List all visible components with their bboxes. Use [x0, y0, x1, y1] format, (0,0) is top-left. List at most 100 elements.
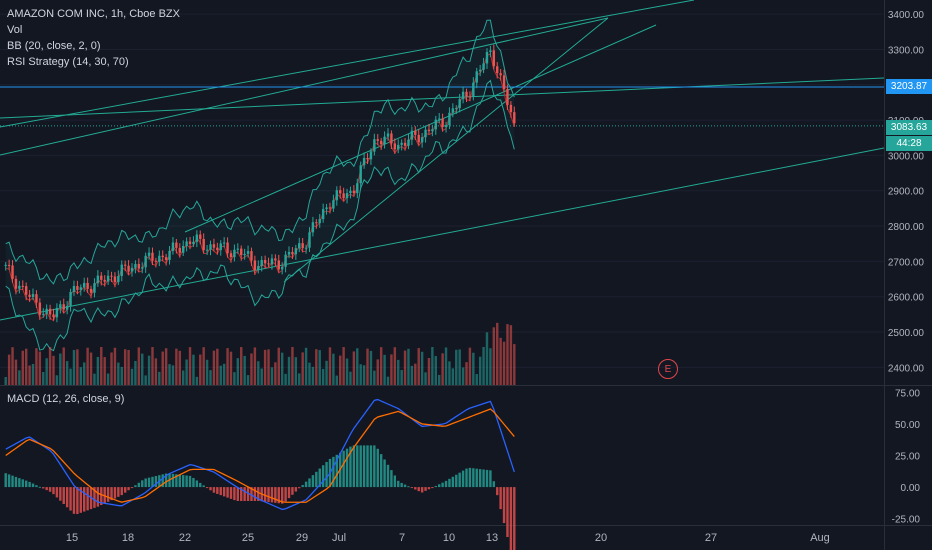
volume-bar: [267, 349, 269, 385]
histogram-bar: [476, 469, 478, 487]
histogram-bar: [45, 487, 47, 490]
histogram-bar: [353, 445, 355, 487]
histogram-bar: [25, 481, 27, 488]
volume-bar: [165, 348, 167, 385]
candle-body: [107, 276, 109, 282]
volume-bar: [66, 361, 68, 385]
volume-bar: [503, 342, 505, 385]
histogram-bar: [39, 487, 41, 488]
histogram-bar: [479, 469, 481, 487]
volume-bar: [322, 369, 324, 385]
histogram-bar: [121, 487, 123, 495]
candle-body: [428, 130, 430, 131]
candle-body: [117, 276, 119, 282]
volume-bar: [370, 351, 372, 385]
candle-body: [431, 129, 433, 131]
candle-body: [25, 286, 27, 295]
candle-body: [295, 248, 297, 254]
volume-bar: [390, 354, 392, 385]
volume-bar: [356, 348, 358, 385]
time-tick-label: 25: [242, 532, 254, 544]
volume-bar: [25, 349, 27, 385]
candle-body: [319, 219, 321, 223]
histogram-bar: [172, 474, 174, 487]
volume-bar: [435, 356, 437, 385]
histogram-bar: [8, 474, 10, 487]
volume-bar: [144, 375, 146, 385]
volume-bar: [127, 350, 129, 385]
histogram-bar: [322, 465, 324, 487]
volume-bar: [305, 348, 307, 385]
histogram-bar: [124, 487, 126, 493]
earnings-marker[interactable]: E: [658, 359, 678, 379]
histogram-bar: [496, 487, 498, 495]
candle-body: [383, 137, 385, 145]
macd-histogram: [5, 445, 516, 550]
candle-body: [435, 120, 437, 130]
candle-body: [247, 251, 249, 254]
candle-body: [448, 113, 450, 125]
candle-body: [202, 239, 204, 250]
volume-bar: [213, 351, 215, 385]
histogram-bar: [414, 487, 416, 489]
candle-body: [482, 63, 484, 69]
volume-bar: [448, 361, 450, 385]
candle-body: [18, 286, 20, 289]
rsi-label[interactable]: RSI Strategy (14, 30, 70): [7, 54, 180, 70]
candle-body: [510, 105, 512, 112]
histogram-bar: [32, 484, 34, 488]
volume-bar: [134, 361, 136, 385]
volume-bar: [349, 372, 351, 385]
histogram-bar: [267, 487, 269, 502]
histogram-bar: [305, 482, 307, 487]
candle-body: [69, 292, 71, 306]
volume-bar: [465, 362, 467, 385]
candle-body: [332, 200, 334, 208]
histogram-bar: [52, 487, 54, 494]
histogram-bar: [383, 459, 385, 487]
volume-bar: [261, 368, 263, 385]
histogram-bar: [377, 449, 379, 487]
candle-body: [493, 50, 495, 66]
price-tick-label: 2700.00: [888, 257, 925, 268]
volume-bar: [455, 350, 457, 385]
volume-bar: [93, 374, 95, 385]
histogram-bar: [431, 487, 433, 488]
volume-bar: [472, 353, 474, 385]
candle-body: [237, 249, 239, 250]
candle-body: [250, 251, 252, 260]
candle-body: [380, 141, 382, 144]
histogram-bar: [489, 470, 491, 487]
histogram-bar: [49, 487, 51, 492]
candle-body: [363, 158, 365, 165]
candle-body: [257, 266, 259, 270]
macd-tick-label: -25.00: [892, 515, 921, 526]
volume-bar: [284, 374, 286, 385]
volume-bar: [49, 347, 51, 385]
histogram-bar: [230, 487, 232, 499]
macd-label[interactable]: MACD (12, 26, close, 9): [7, 393, 124, 405]
candle-body: [291, 252, 293, 254]
candle-body: [175, 243, 177, 248]
bb-label[interactable]: BB (20, close, 2, 0): [7, 38, 180, 54]
histogram-bar: [42, 487, 44, 488]
histogram-bar: [192, 478, 194, 487]
candle-body: [349, 191, 351, 193]
volume-bar: [281, 353, 283, 385]
candle-body: [226, 243, 228, 254]
histogram-bar: [325, 462, 327, 487]
volume-bar: [278, 348, 280, 385]
candle-body: [206, 250, 208, 251]
symbol-title[interactable]: AMAZON COM INC, 1h, Cboe BZX: [7, 6, 180, 22]
indicator-legend: AMAZON COM INC, 1h, Cboe BZX Vol BB (20,…: [7, 6, 180, 70]
histogram-bar: [438, 484, 440, 487]
volume-bar: [80, 367, 82, 385]
vol-label[interactable]: Vol: [7, 22, 180, 38]
volume-bar: [397, 360, 399, 385]
candle-body: [499, 73, 501, 75]
volume-bar: [431, 347, 433, 385]
candle-body: [452, 108, 454, 112]
histogram-bar: [196, 480, 198, 487]
volume-bar: [185, 360, 187, 385]
histogram-bar: [452, 477, 454, 487]
